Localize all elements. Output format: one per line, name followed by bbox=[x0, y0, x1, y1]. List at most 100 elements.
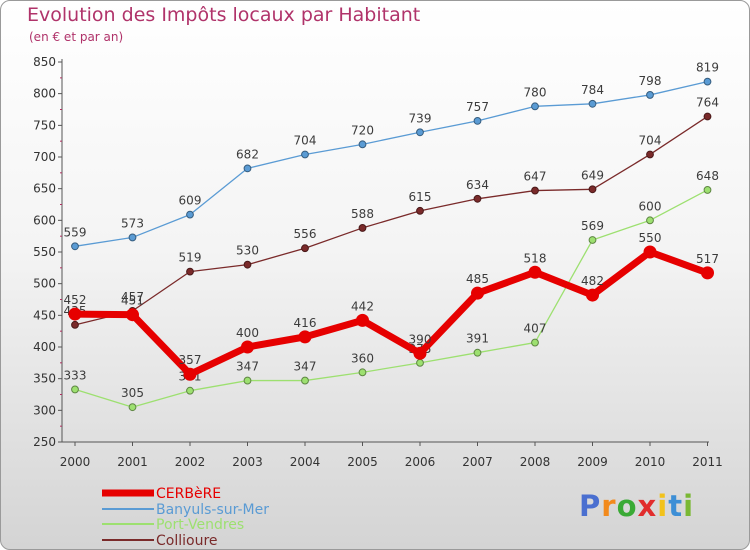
data-label-cerb-re: 482 bbox=[581, 274, 604, 288]
data-point-port-vendres bbox=[473, 348, 482, 357]
data-label-collioure: 764 bbox=[696, 95, 719, 109]
y-tick-label: 500 bbox=[33, 277, 56, 291]
data-point-cerb-re bbox=[126, 308, 139, 322]
series-line-cerb-re bbox=[71, 248, 711, 378]
x-tick-label: 2005 bbox=[347, 455, 378, 469]
data-point-cerb-re bbox=[241, 340, 254, 354]
data-label-collioure: 615 bbox=[409, 190, 432, 204]
data-label-cerb-re: 550 bbox=[639, 231, 662, 245]
data-label-collioure: 530 bbox=[236, 244, 259, 258]
data-point-port-vendres bbox=[71, 385, 79, 394]
data-point-cerb-re bbox=[586, 288, 599, 302]
data-label-cerb-re: 390 bbox=[409, 332, 432, 346]
data-label-port-vendres: 569 bbox=[581, 219, 604, 233]
data-label-cerb-re: 357 bbox=[179, 353, 202, 367]
data-point-banyuls-sur-mer bbox=[186, 210, 194, 219]
data-point-cerb-re bbox=[356, 313, 369, 327]
chart-subtitle: (en € et par an) bbox=[29, 30, 124, 44]
data-label-cerb-re: 518 bbox=[524, 251, 547, 265]
x-tick-label: 2002 bbox=[175, 455, 206, 469]
data-point-banyuls-sur-mer bbox=[358, 140, 367, 149]
data-label-port-vendres: 648 bbox=[696, 169, 719, 183]
data-point-port-vendres bbox=[531, 338, 539, 347]
data-point-port-vendres bbox=[646, 216, 654, 225]
data-label-port-vendres: 305 bbox=[121, 386, 144, 400]
chart-title: Evolution des Impôts locaux par Habitant bbox=[27, 4, 421, 26]
data-point-port-vendres bbox=[416, 358, 424, 367]
y-tick-label: 550 bbox=[33, 245, 56, 259]
data-label-collioure: 519 bbox=[179, 251, 202, 265]
data-point-port-vendres bbox=[588, 236, 597, 244]
data-point-collioure bbox=[416, 206, 424, 215]
data-point-collioure bbox=[703, 112, 712, 121]
data-label-banyuls-sur-mer: 573 bbox=[121, 216, 144, 230]
logo-letter: i bbox=[657, 489, 669, 523]
data-label-collioure: 457 bbox=[121, 290, 144, 304]
data-point-cerb-re bbox=[643, 245, 657, 259]
y-tick-label: 350 bbox=[33, 372, 56, 386]
data-point-banyuls-sur-mer bbox=[301, 150, 309, 159]
data-point-cerb-re bbox=[528, 265, 542, 279]
data-label-collioure: 588 bbox=[351, 207, 374, 221]
logo-letter: o bbox=[616, 489, 638, 523]
data-point-banyuls-sur-mer bbox=[646, 91, 654, 99]
data-point-cerb-re bbox=[471, 286, 484, 300]
data-label-cerb-re: 416 bbox=[294, 316, 317, 330]
data-label-cerb-re: 451 bbox=[121, 294, 144, 308]
data-label-banyuls-sur-mer: 720 bbox=[351, 123, 374, 137]
data-point-banyuls-sur-mer bbox=[243, 164, 252, 173]
logo-letter: x bbox=[637, 489, 658, 523]
data-point-collioure bbox=[531, 186, 539, 195]
y-tick-label: 750 bbox=[33, 118, 56, 132]
data-label-cerb-re: 442 bbox=[351, 299, 374, 313]
data-label-port-vendres: 391 bbox=[466, 332, 489, 346]
x-tick-label: 2004 bbox=[290, 455, 321, 469]
data-point-banyuls-sur-mer bbox=[531, 102, 539, 111]
x-tick-label: 2003 bbox=[232, 455, 263, 469]
legend-label-port-vendres: Port-Vendres bbox=[156, 517, 244, 533]
data-label-collioure: 556 bbox=[294, 227, 317, 241]
data-label-collioure: 704 bbox=[639, 133, 662, 147]
series-line-banyuls-sur-mer bbox=[74, 80, 709, 247]
x-tick-label: 2007 bbox=[462, 455, 493, 469]
data-label-port-vendres: 407 bbox=[524, 322, 547, 336]
data-label-banyuls-sur-mer: 784 bbox=[581, 83, 604, 97]
data-point-collioure bbox=[301, 244, 309, 253]
x-tick-label: 2001 bbox=[117, 455, 148, 469]
y-tick-label: 600 bbox=[33, 213, 56, 227]
data-point-port-vendres bbox=[186, 386, 194, 395]
data-point-cerb-re bbox=[68, 307, 82, 321]
data-label-port-vendres: 600 bbox=[639, 199, 662, 213]
y-tick-label: 250 bbox=[33, 435, 56, 449]
series-line-port-vendres bbox=[74, 189, 709, 408]
y-tick-label: 700 bbox=[33, 150, 56, 164]
data-label-collioure: 634 bbox=[466, 178, 489, 192]
data-point-cerb-re bbox=[298, 330, 312, 344]
data-point-collioure bbox=[243, 260, 252, 269]
data-point-collioure bbox=[473, 194, 482, 203]
logo-letter: P bbox=[579, 489, 602, 523]
data-label-cerb-re: 485 bbox=[466, 272, 489, 286]
data-label-port-vendres: 347 bbox=[236, 360, 259, 374]
data-point-cerb-re bbox=[701, 266, 714, 280]
data-point-port-vendres bbox=[703, 186, 712, 194]
x-tick-label: 2009 bbox=[577, 455, 608, 469]
series-line-collioure bbox=[74, 115, 709, 326]
data-label-banyuls-sur-mer: 559 bbox=[64, 225, 87, 239]
data-point-collioure bbox=[186, 267, 194, 276]
x-tick-label: 2010 bbox=[635, 455, 666, 469]
x-tick-label: 2011 bbox=[692, 455, 723, 469]
data-label-banyuls-sur-mer: 780 bbox=[524, 85, 547, 99]
data-label-port-vendres: 360 bbox=[351, 351, 374, 365]
logo-letter: i bbox=[683, 489, 695, 523]
data-point-collioure bbox=[71, 320, 79, 329]
legend-label-cerb-re: CERBèRE bbox=[156, 486, 221, 502]
legend-label-banyuls-sur-mer: Banyuls-sur-Mer bbox=[156, 502, 269, 518]
data-point-port-vendres bbox=[358, 368, 367, 377]
y-tick-label: 400 bbox=[33, 340, 56, 354]
data-point-port-vendres bbox=[301, 376, 309, 385]
data-label-banyuls-sur-mer: 798 bbox=[639, 74, 662, 88]
data-label-collioure: 649 bbox=[581, 168, 604, 182]
